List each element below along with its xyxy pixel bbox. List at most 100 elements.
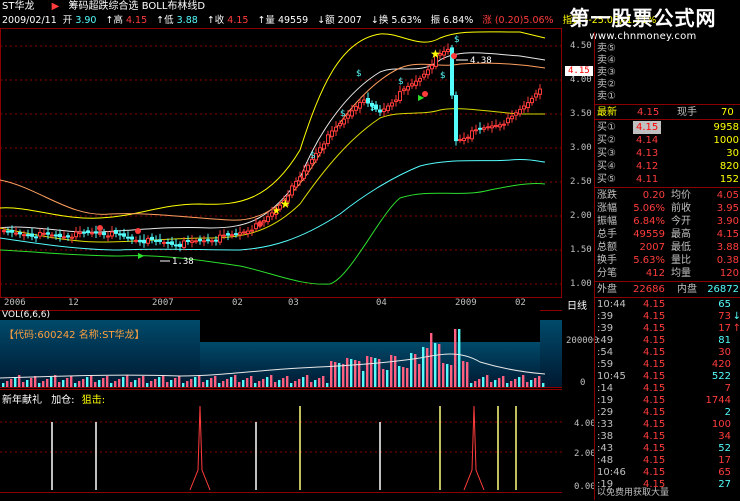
price-tick: 3.50 — [570, 109, 592, 119]
buy-level-price[interactable]: 4.14 — [636, 135, 659, 146]
candle-body — [446, 48, 450, 52]
dollar-signal-icon: $ — [440, 71, 446, 81]
volume-bar — [54, 375, 57, 387]
volume-bar — [154, 379, 157, 387]
volume-bar — [502, 376, 505, 387]
candle-body — [298, 176, 302, 182]
volume-bar — [2, 383, 5, 387]
sell-level-label: 卖① — [597, 91, 616, 102]
indicator-name[interactable]: 新年献礼 — [2, 395, 42, 406]
candle-body — [134, 239, 138, 242]
stat-value: 3.90 — [716, 216, 739, 227]
dollar-signal-icon: $ — [356, 69, 362, 79]
volume-chart[interactable] — [0, 310, 562, 388]
candle-body — [318, 147, 322, 154]
flag-signal-icon: ▶ — [138, 251, 145, 260]
tick-time: :19 — [597, 479, 614, 490]
dollar-signal-icon: $ — [370, 103, 376, 113]
buy-level-price[interactable]: 4.11 — [636, 174, 659, 185]
volume-bar — [78, 381, 81, 387]
divider — [595, 297, 740, 298]
tick-volume: 30 — [718, 347, 731, 358]
price-tick: 1.00 — [570, 279, 592, 289]
candle-body — [118, 233, 122, 236]
time-tick: 02 — [515, 298, 526, 308]
candle-body — [122, 233, 126, 237]
time-tick: 2006 — [4, 298, 26, 308]
play-arrow-icon[interactable]: ▶ — [51, 1, 60, 12]
candle-body — [470, 130, 474, 140]
volume-bar — [422, 347, 425, 387]
volume-bar — [66, 378, 69, 387]
candle-body — [178, 243, 182, 247]
buy-level-price[interactable]: 4.13 — [636, 148, 659, 159]
volume-bar — [530, 380, 533, 387]
price-tick: 2.00 — [570, 211, 592, 221]
candle-body — [54, 234, 58, 237]
volume-bar — [230, 377, 233, 387]
candle-body — [374, 104, 378, 110]
tick-volume: 27 — [718, 479, 731, 490]
open-value: 3.90 — [75, 15, 97, 26]
candle-body — [322, 143, 326, 150]
candle-body — [382, 108, 386, 112]
volume-bar — [314, 380, 317, 387]
buy-level-label: 买④ — [597, 161, 616, 172]
volume-bar — [22, 382, 25, 387]
red-dot-marker — [97, 225, 103, 231]
kline-chart[interactable]: ★ ★ ★ ▶ ▶ $ $ $ $ $ $ $ 4.38 1.38 — [0, 28, 562, 298]
volume-bar — [270, 375, 273, 387]
candle-body — [306, 164, 310, 172]
candle-body — [502, 123, 506, 126]
time-axis: 2006 12 2007 02 03 04 2009 02 — [0, 297, 562, 311]
indicator-title[interactable]: 筹码超跌综合选 BOLL布林线D — [68, 1, 206, 12]
buy-level-volume: 1000 — [713, 135, 739, 146]
price-tick: 2.50 — [570, 177, 592, 187]
volume-bar — [138, 378, 141, 387]
outer-value: 22686 — [633, 284, 665, 295]
candle-body — [22, 234, 26, 237]
volume-bar — [478, 379, 481, 387]
volume-bar — [186, 381, 189, 387]
tick-volume: 65 — [718, 467, 731, 478]
candle-body — [162, 241, 166, 244]
tick-price: 4.15 — [643, 371, 666, 382]
candle-body — [286, 195, 290, 202]
bottom-date-bar — [0, 492, 562, 501]
candle-body — [350, 110, 354, 117]
volume-bar — [302, 377, 305, 387]
period-label[interactable]: 日线 — [567, 301, 587, 312]
site-watermark: 第一股票公式网 www.chnmoney.com — [550, 2, 736, 42]
buy-level-label: 买① — [597, 122, 616, 133]
turnover-value: 5.63% — [391, 15, 422, 26]
watermark-title: 第一股票公式网 — [569, 6, 717, 30]
buy-level-label: 买⑤ — [597, 174, 616, 185]
tick-price: 4.15 — [643, 335, 666, 346]
stat-label: 量比 — [671, 255, 691, 266]
buy-level-price[interactable]: 4.15 — [633, 121, 662, 134]
candle-body — [10, 229, 14, 233]
volume-bar — [518, 377, 521, 387]
buy-level-price[interactable]: 4.12 — [636, 161, 659, 172]
candle-body — [526, 102, 530, 108]
candle-body — [246, 230, 250, 234]
indicator-chart[interactable] — [0, 404, 562, 490]
tick-price: 4.15 — [643, 455, 666, 466]
stat-label: 均价 — [671, 190, 691, 201]
candle-body — [378, 109, 382, 113]
open-label: 开 — [62, 15, 73, 26]
stock-name[interactable]: ST华龙 — [2, 1, 35, 12]
candle-body — [266, 216, 270, 223]
candle-body — [530, 98, 534, 104]
candle-body — [230, 234, 234, 237]
panel-separator — [0, 389, 562, 390]
tick-price: 4.15 — [643, 419, 666, 430]
vol-ma-line — [0, 353, 546, 379]
volume-bar — [114, 381, 117, 387]
stat-value: 0.20 — [642, 190, 665, 201]
volume-bar — [202, 382, 205, 387]
chart-frame — [0, 28, 562, 298]
cur-hand-value: 70 — [721, 107, 734, 118]
tick-row: 10:45 4.15 522 — [595, 371, 740, 383]
candle-body — [478, 127, 482, 130]
